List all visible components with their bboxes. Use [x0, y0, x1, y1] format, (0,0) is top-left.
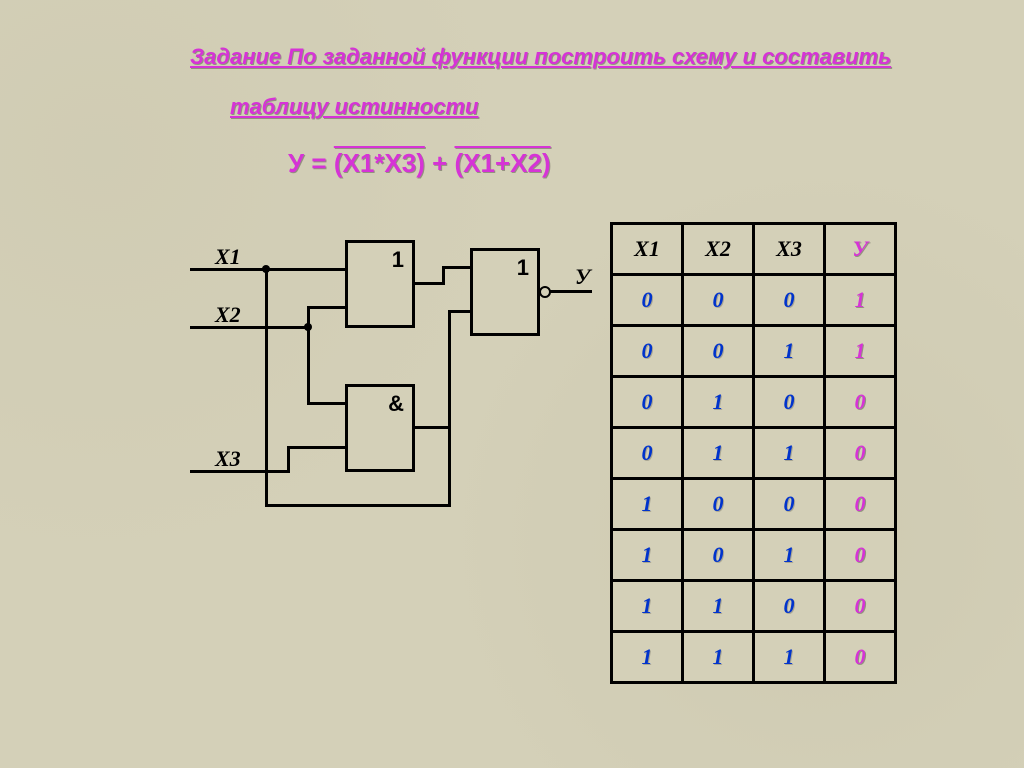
cell-y: 1	[825, 326, 896, 377]
cell-x: 0	[683, 530, 754, 581]
cell-y: 1	[825, 275, 896, 326]
input-x2-label: Х2	[215, 302, 241, 328]
wire	[287, 446, 345, 449]
cell-x: 0	[612, 428, 683, 479]
wire	[415, 426, 451, 429]
th-x3: Х3	[754, 224, 825, 275]
wire	[307, 402, 345, 405]
cell-x: 1	[683, 581, 754, 632]
wire	[307, 306, 345, 309]
wire	[448, 312, 451, 507]
cell-x: 1	[612, 479, 683, 530]
table-row: 1000	[612, 479, 896, 530]
input-x3-label: Х3	[215, 446, 241, 472]
cell-y: 0	[825, 632, 896, 683]
wire	[190, 470, 290, 473]
cell-x: 0	[612, 377, 683, 428]
table-row: 1110	[612, 632, 896, 683]
table-row: 0011	[612, 326, 896, 377]
wire	[550, 290, 592, 293]
cell-x: 0	[754, 479, 825, 530]
formula-term2: (Х1+Х2)	[455, 148, 551, 178]
circuit-diagram: Х1 Х2 Х3 У 1 & 1	[180, 250, 600, 530]
gate-nor1: 1	[470, 248, 540, 336]
table-row: 0100	[612, 377, 896, 428]
truth-table-header-row: Х1 Х2 Х3 У	[612, 224, 896, 275]
formula-plus: +	[425, 148, 455, 178]
wire	[442, 268, 445, 285]
formula: У = (Х1*Х3) + (Х1+Х2)	[288, 148, 551, 179]
cell-x: 1	[754, 530, 825, 581]
th-x2: Х2	[683, 224, 754, 275]
table-row: 0001	[612, 275, 896, 326]
cell-x: 1	[683, 428, 754, 479]
cell-y: 0	[825, 428, 896, 479]
wire	[415, 282, 445, 285]
formula-term1: (Х1*Х3)	[334, 148, 425, 178]
cell-x: 0	[683, 479, 754, 530]
cell-x: 0	[683, 275, 754, 326]
cell-x: 1	[683, 377, 754, 428]
gate-or1: 1	[345, 240, 415, 328]
wire-junction-icon	[304, 323, 312, 331]
cell-x: 0	[754, 581, 825, 632]
table-row: 1100	[612, 581, 896, 632]
output-y-label: У	[575, 264, 590, 290]
cell-x: 1	[612, 581, 683, 632]
truth-table: Х1 Х2 Х3 У 00010011010001101000101011001…	[610, 222, 897, 684]
cell-x: 0	[754, 377, 825, 428]
cell-x: 0	[612, 275, 683, 326]
input-x1-label: Х1	[215, 244, 241, 270]
task-title-line2: таблицу истинности	[230, 94, 478, 120]
cell-y: 0	[825, 479, 896, 530]
cell-y: 0	[825, 377, 896, 428]
cell-x: 1	[612, 530, 683, 581]
wire	[448, 310, 470, 313]
th-x1: Х1	[612, 224, 683, 275]
cell-y: 0	[825, 530, 896, 581]
formula-prefix: У =	[288, 148, 334, 178]
wire	[190, 326, 310, 329]
cell-x: 1	[612, 632, 683, 683]
task-title-line1: Задание По заданной функции построить сх…	[190, 44, 891, 70]
wire	[287, 448, 290, 473]
cell-y: 0	[825, 581, 896, 632]
gate-nor1-label: 1	[517, 255, 529, 281]
cell-x: 0	[683, 326, 754, 377]
cell-x: 1	[754, 428, 825, 479]
wire	[265, 504, 451, 507]
table-row: 0110	[612, 428, 896, 479]
table-row: 1010	[612, 530, 896, 581]
cell-x: 1	[754, 326, 825, 377]
wire	[442, 266, 470, 269]
cell-x: 1	[754, 632, 825, 683]
th-y: У	[825, 224, 896, 275]
cell-x: 0	[612, 326, 683, 377]
cell-x: 0	[754, 275, 825, 326]
gate-or1-label: 1	[392, 247, 404, 273]
gate-and1: &	[345, 384, 415, 472]
gate-and1-label: &	[388, 391, 404, 417]
wire	[307, 326, 310, 404]
cell-x: 1	[683, 632, 754, 683]
